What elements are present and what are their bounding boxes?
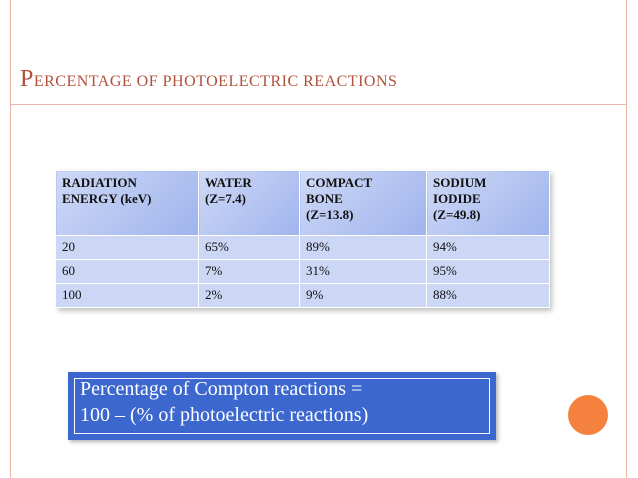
table-cell: 94% [426,235,550,260]
header-radiation-energy: RADIATION ENERGY (keV) [55,170,199,236]
frame-line-right [626,0,627,478]
table-cell: 100 [55,283,199,308]
header-line: RADIATION [62,175,137,190]
header-line: (Z=49.8) [433,207,481,222]
table-cell: 9% [299,283,427,308]
note-border [74,378,490,434]
header-sodium-iodide: SODIUM IODIDE (Z=49.8) [426,170,550,236]
header-line: COMPACT [306,175,373,190]
table-cell: 7% [198,259,300,284]
slide-title: Percentage of photoelectric reactions [20,66,397,93]
header-water: WATER (Z=7.4) [198,170,300,236]
header-compact-bone: COMPACT BONE (Z=13.8) [299,170,427,236]
table-cell: 20 [55,235,199,260]
table-row: 60 7% 31% 95% [55,259,550,284]
header-line: ENERGY (keV) [62,191,152,206]
compton-note-box: Percentage of Compton reactions = 100 – … [68,372,496,440]
table-cell: 2% [198,283,300,308]
table-cell: 60 [55,259,199,284]
header-line: IODIDE [433,191,481,206]
title-divider [10,104,626,105]
header-line: (Z=13.8) [306,207,354,222]
header-line: SODIUM [433,175,487,190]
header-line: (Z=7.4) [205,191,246,206]
table-cell: 95% [426,259,550,284]
title-rest: ercentage of photoelectric reactions [33,73,398,90]
title-first-letter: P [20,66,34,92]
table-cell: 89% [299,235,427,260]
table-header-row: RADIATION ENERGY (keV) WATER (Z=7.4) COM… [55,170,550,236]
table-cell: 31% [299,259,427,284]
header-line: WATER [205,175,252,190]
note-line-1: Percentage of Compton reactions = [80,378,363,400]
table-row: 20 65% 89% 94% [55,235,550,260]
header-line: BONE [306,191,343,206]
decorative-circle [568,395,608,435]
table-cell: 65% [198,235,300,260]
frame-line-left [10,0,11,478]
table-row: 100 2% 9% 88% [55,283,550,308]
note-line-2: 100 – (% of photoelectric reactions) [80,404,369,426]
photoelectric-table: RADIATION ENERGY (keV) WATER (Z=7.4) COM… [55,170,550,308]
table-cell: 88% [426,283,550,308]
